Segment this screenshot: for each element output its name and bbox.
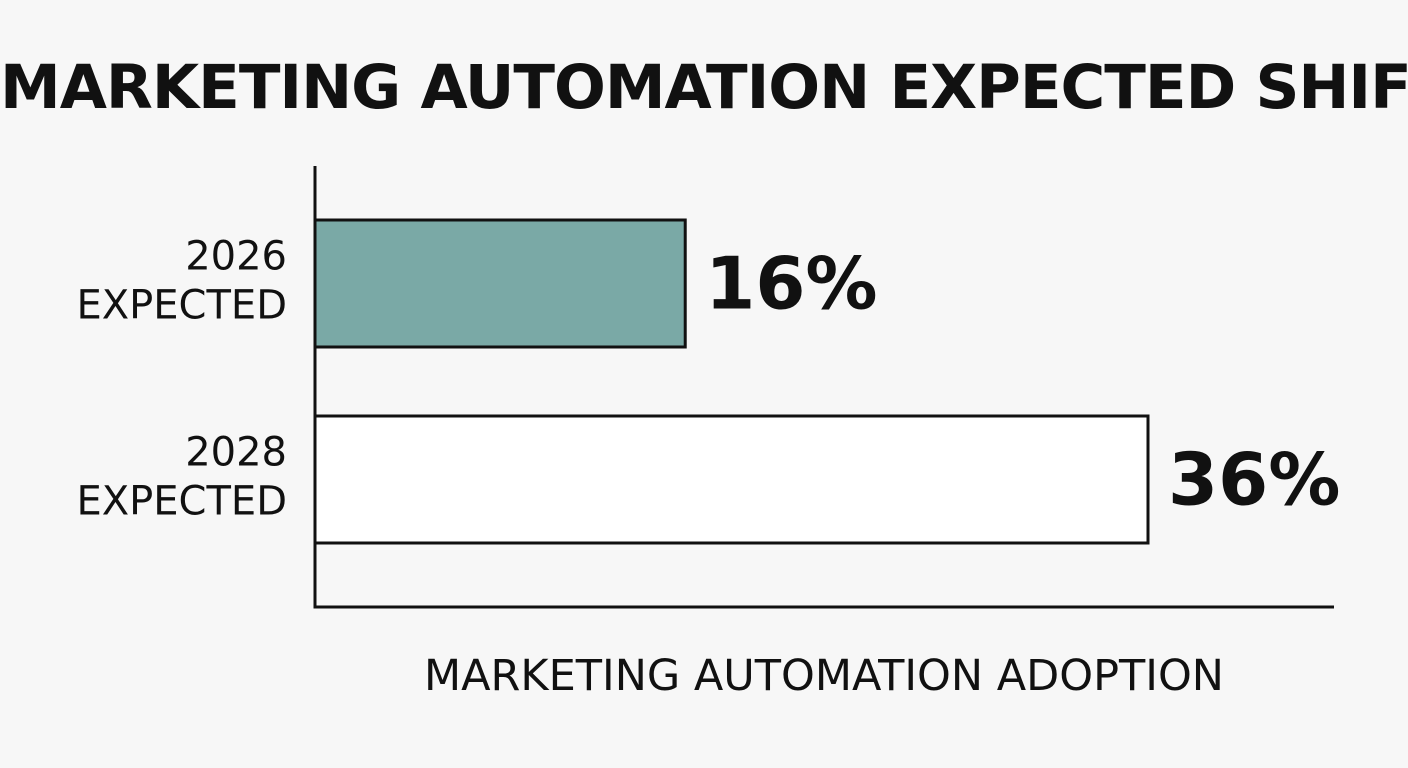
category-label-2026-line-1: 2026 (185, 234, 287, 280)
bar-2028 (313, 414, 1150, 545)
category-label-2028-line-1: 2028 (185, 430, 287, 476)
value-label-2028: 36% (1168, 438, 1340, 522)
chart-title: MARKETING AUTOMATION EXPECTED SHIFT (0, 52, 1408, 123)
category-label-2028-line-2: EXPECTED (76, 479, 287, 525)
value-label-2026: 16% (705, 242, 877, 326)
x-axis-label: MARKETING AUTOMATION ADOPTION (424, 651, 1224, 701)
category-label-2026-line-2: EXPECTED (76, 283, 287, 329)
bar-2026 (313, 218, 687, 349)
